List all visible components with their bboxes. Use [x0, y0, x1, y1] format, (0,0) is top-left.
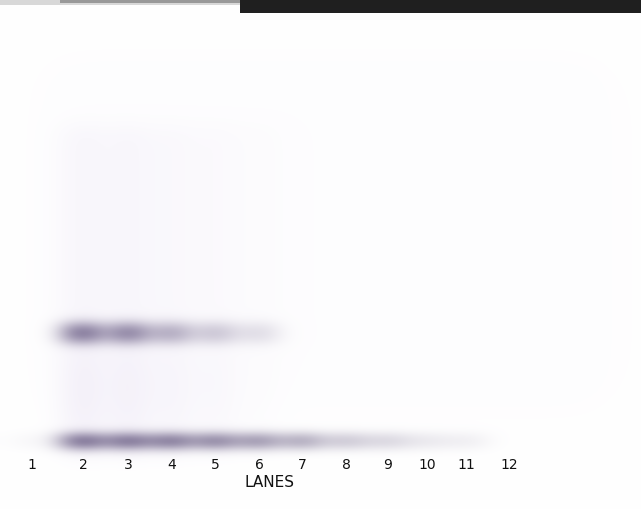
Text: 8: 8	[342, 457, 351, 471]
Text: 5: 5	[211, 457, 220, 471]
Text: 6: 6	[254, 457, 263, 471]
Text: 7: 7	[298, 457, 307, 471]
Text: 2: 2	[79, 457, 88, 471]
Text: 4: 4	[167, 457, 176, 471]
Text: 1: 1	[28, 457, 37, 471]
Text: 10: 10	[418, 457, 436, 471]
Text: 9: 9	[383, 457, 392, 471]
Text: LANES: LANES	[244, 474, 294, 490]
Text: 11: 11	[458, 457, 476, 471]
Text: 3: 3	[124, 457, 133, 471]
Text: 12: 12	[501, 457, 519, 471]
